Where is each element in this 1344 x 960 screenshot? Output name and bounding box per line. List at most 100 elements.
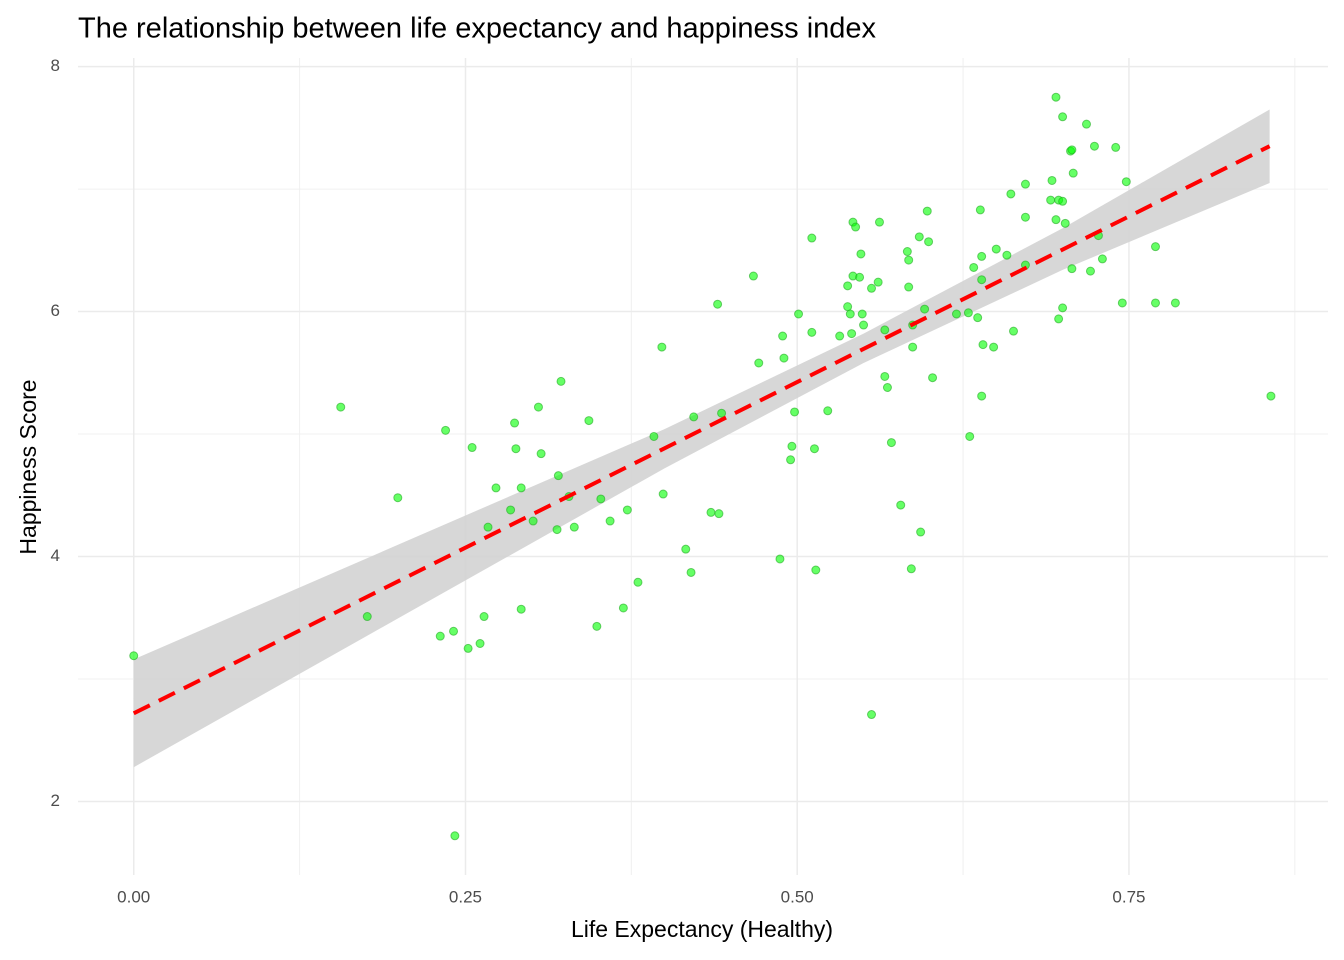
point xyxy=(1085,266,1095,276)
point xyxy=(787,441,797,451)
point xyxy=(569,522,579,532)
point xyxy=(1150,298,1160,308)
point xyxy=(794,309,804,319)
point xyxy=(657,342,667,352)
point xyxy=(809,444,819,454)
point xyxy=(362,612,372,622)
point xyxy=(441,425,451,435)
point xyxy=(1006,189,1016,199)
point xyxy=(449,626,459,636)
point xyxy=(336,402,346,412)
point xyxy=(1054,314,1064,324)
point xyxy=(516,483,526,493)
point xyxy=(977,275,987,285)
point xyxy=(1058,303,1068,313)
point xyxy=(904,255,914,265)
point xyxy=(880,325,890,335)
point xyxy=(1266,391,1276,401)
point xyxy=(1111,142,1121,152)
point xyxy=(1081,119,1091,129)
point xyxy=(920,304,930,314)
point xyxy=(553,471,563,481)
point xyxy=(873,277,883,287)
confidence-band xyxy=(133,109,1270,768)
point xyxy=(924,237,934,247)
point xyxy=(689,412,699,422)
point xyxy=(904,282,914,292)
point xyxy=(450,831,460,841)
y-tick-label: 8 xyxy=(51,56,60,75)
point xyxy=(779,353,789,363)
point xyxy=(1089,141,1099,151)
point xyxy=(1058,196,1068,206)
point xyxy=(1002,250,1012,260)
point xyxy=(807,233,817,243)
point xyxy=(859,320,869,330)
point xyxy=(867,710,877,720)
point xyxy=(479,612,489,622)
point xyxy=(649,431,659,441)
point xyxy=(681,544,691,554)
x-tick-label: 0.50 xyxy=(781,887,814,906)
point xyxy=(1009,326,1019,336)
point xyxy=(902,247,912,257)
point xyxy=(847,329,857,339)
point xyxy=(536,449,546,459)
point xyxy=(835,331,845,341)
point xyxy=(951,309,961,319)
point xyxy=(618,603,628,613)
point xyxy=(483,522,493,532)
point xyxy=(686,567,696,577)
point xyxy=(633,577,643,587)
point xyxy=(556,376,566,386)
point xyxy=(1068,168,1078,178)
point xyxy=(973,313,983,323)
x-axis-title: Life Expectancy (Healthy) xyxy=(571,916,833,942)
x-tick-label: 0.00 xyxy=(117,887,150,906)
point xyxy=(1051,215,1061,225)
point xyxy=(922,206,932,216)
point xyxy=(823,406,833,416)
point xyxy=(393,493,403,503)
y-tick-label: 2 xyxy=(51,791,60,810)
point xyxy=(1170,298,1180,308)
fit-line xyxy=(132,144,1271,716)
point xyxy=(843,281,853,291)
point xyxy=(713,299,723,309)
point xyxy=(510,418,520,428)
point xyxy=(811,565,821,575)
point xyxy=(706,507,716,517)
point xyxy=(843,302,853,312)
point xyxy=(717,408,727,418)
point xyxy=(748,271,758,281)
point xyxy=(129,651,139,661)
point xyxy=(1058,112,1068,122)
point xyxy=(778,331,788,341)
point xyxy=(880,371,890,381)
point xyxy=(989,342,999,352)
point xyxy=(1020,212,1030,222)
point xyxy=(882,382,892,392)
point xyxy=(790,407,800,417)
point xyxy=(1150,242,1160,252)
y-tick-label: 4 xyxy=(51,546,60,565)
point xyxy=(1060,218,1070,228)
point xyxy=(1020,179,1030,189)
point xyxy=(896,500,906,510)
point xyxy=(1067,264,1077,274)
point xyxy=(475,638,485,648)
x-tick-label: 0.25 xyxy=(449,887,482,906)
point xyxy=(533,402,543,412)
point xyxy=(605,516,615,526)
point xyxy=(975,205,985,215)
point xyxy=(928,373,938,383)
point xyxy=(857,309,867,319)
point xyxy=(584,416,594,426)
point xyxy=(977,391,987,401)
point xyxy=(506,505,516,515)
point xyxy=(807,327,817,337)
point xyxy=(855,272,865,282)
point xyxy=(528,516,538,526)
point xyxy=(1067,145,1077,155)
